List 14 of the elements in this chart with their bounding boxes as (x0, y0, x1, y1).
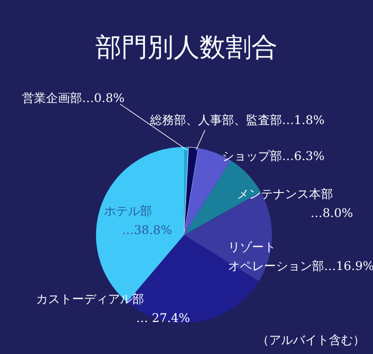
data-label: …38.8% (122, 223, 172, 237)
slice-label: ホテル部 (104, 204, 152, 218)
slice-label: 営業企画部…0.8% (22, 91, 124, 105)
text: （アルバイト含む） (257, 333, 365, 347)
slice-label: メンテナンス本部 (237, 187, 333, 201)
chart-title: 部門別人数割合 (96, 33, 278, 63)
slice-label: ショップ部…6.3% (222, 149, 324, 163)
data-label: …8.0% (310, 206, 353, 220)
pie-slice (184, 148, 231, 235)
data-label: … 27.4% (136, 311, 190, 325)
pie-slice (184, 146, 199, 236)
pie-slice (184, 160, 261, 235)
slice-label: リゾートオペレーション部…16.9% (228, 240, 373, 273)
slice-label: 総務部、人事部、監査部…1.8% (149, 113, 324, 127)
